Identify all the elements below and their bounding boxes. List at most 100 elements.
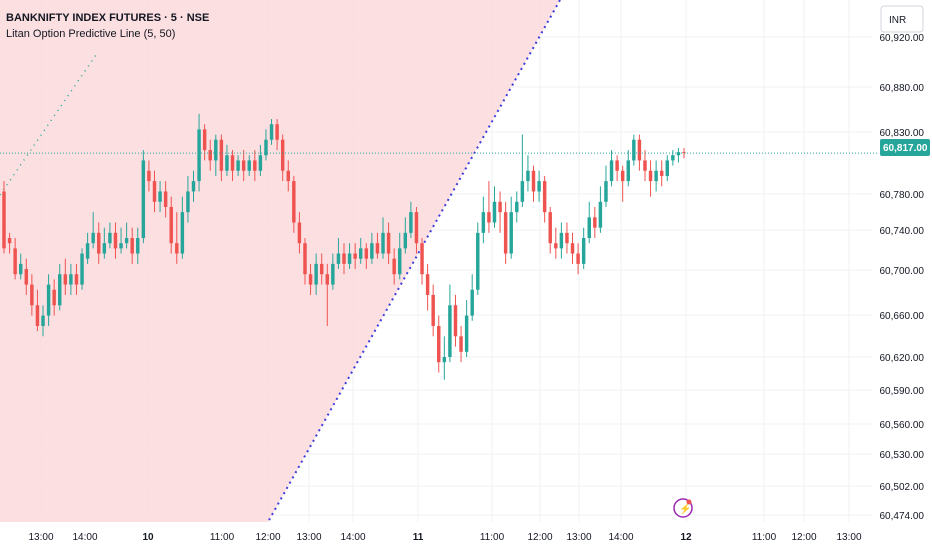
time-tick-label: 14:00: [340, 532, 365, 543]
candle: [2, 181, 6, 254]
price-tick-label: 60,590.00: [880, 386, 925, 397]
price-tick-label: 60,740.00: [880, 226, 925, 237]
candle: [275, 119, 279, 151]
candle: [74, 263, 79, 295]
candle: [331, 253, 335, 290]
candle: [347, 243, 352, 270]
candle: [230, 150, 235, 182]
candle: [342, 243, 346, 275]
candle: [119, 227, 123, 254]
candle: [7, 232, 12, 254]
candle: [280, 134, 285, 182]
price-tick-label: 60,920.00: [880, 33, 925, 44]
candle: [314, 253, 318, 295]
lightning-icon: ⚡: [679, 502, 691, 515]
price-axis[interactable]: 60,920.00 60,880.00 60,830.00 60,780.00 60,7…: [880, 33, 925, 522]
candle: [46, 274, 51, 326]
candle: [364, 243, 369, 270]
indicator-legend[interactable]: Litan Option Predictive Line (5, 50): [6, 28, 175, 40]
price-tick-label: 60,560.00: [880, 420, 925, 431]
candle: [297, 212, 302, 254]
candle: [85, 232, 90, 264]
candle: [470, 274, 474, 321]
candle: [375, 232, 380, 259]
candle: [353, 243, 357, 270]
candle: [175, 212, 179, 264]
time-tick-label: 13:00: [296, 532, 321, 543]
time-tick-label: 14:00: [608, 532, 633, 543]
candle: [30, 274, 34, 316]
candle: [581, 227, 586, 270]
candle: [208, 139, 212, 171]
currency-selector[interactable]: INR: [880, 5, 924, 33]
time-tick-label: 13:00: [28, 532, 53, 543]
time-tick-label: 13:00: [566, 532, 591, 543]
candle: [531, 165, 536, 202]
candle: [526, 155, 530, 192]
price-tick-label: 60,474.00: [880, 511, 925, 522]
time-tick-label: 13:00: [836, 532, 861, 543]
candle: [197, 113, 201, 192]
candle: [253, 150, 257, 182]
candle: [102, 227, 107, 259]
candle: [503, 201, 508, 264]
candle: [609, 150, 614, 187]
candle: [676, 148, 681, 163]
candle: [487, 181, 491, 233]
candle: [80, 248, 84, 290]
candle: [108, 222, 112, 249]
candle: [292, 175, 296, 233]
candle: [24, 258, 29, 295]
price-tick-label: 60,780.00: [880, 190, 925, 201]
event-marker[interactable]: ⚡: [673, 498, 693, 518]
time-tick-label: 12:00: [255, 532, 280, 543]
candle: [409, 201, 413, 239]
predictive-line-upper: [0, 51, 99, 196]
candle: [303, 238, 307, 285]
candle: [520, 134, 525, 207]
candle: [464, 300, 469, 357]
candle: [637, 134, 642, 171]
candle: [615, 155, 619, 182]
candle: [604, 165, 608, 207]
candle: [626, 150, 630, 187]
symbol-title[interactable]: BANKNIFTY INDEX FUTURES · 5 · NSE: [6, 12, 209, 24]
candle: [492, 186, 497, 228]
price-tick-label: 60,502.00: [880, 482, 925, 493]
candle: [665, 155, 670, 182]
candle: [559, 222, 564, 259]
price-tick-label: 60,620.00: [880, 353, 925, 364]
candle: [498, 191, 502, 233]
time-tick-label: 12: [680, 532, 692, 543]
candle: [13, 238, 17, 280]
candle: [58, 263, 62, 311]
candle: [69, 263, 73, 295]
currency-label: INR: [889, 15, 906, 26]
candle: [593, 206, 597, 239]
candle: [124, 222, 129, 249]
candle: [598, 186, 603, 233]
candle: [225, 144, 229, 176]
candle: [509, 196, 513, 259]
candle: [420, 238, 424, 285]
candle: [548, 206, 552, 254]
candle: [398, 232, 402, 280]
price-tick-label: 60,660.00: [880, 311, 925, 322]
time-tick-label: 11:00: [210, 532, 235, 543]
candle: [141, 150, 146, 244]
candle: [325, 263, 330, 326]
candle: [52, 279, 56, 316]
candle: [202, 124, 207, 161]
candle: [654, 160, 658, 192]
time-tick-label: 10: [142, 532, 154, 543]
time-axis[interactable]: 13:00 14:00 10 11:00 12:00 13:00 14:00 11 11:00 1…: [28, 532, 861, 543]
candle: [214, 134, 218, 176]
candle: [648, 160, 653, 197]
candle: [35, 289, 40, 332]
candle: [425, 263, 430, 311]
candle: [191, 170, 196, 202]
candle: [258, 144, 263, 176]
candle: [570, 232, 575, 264]
